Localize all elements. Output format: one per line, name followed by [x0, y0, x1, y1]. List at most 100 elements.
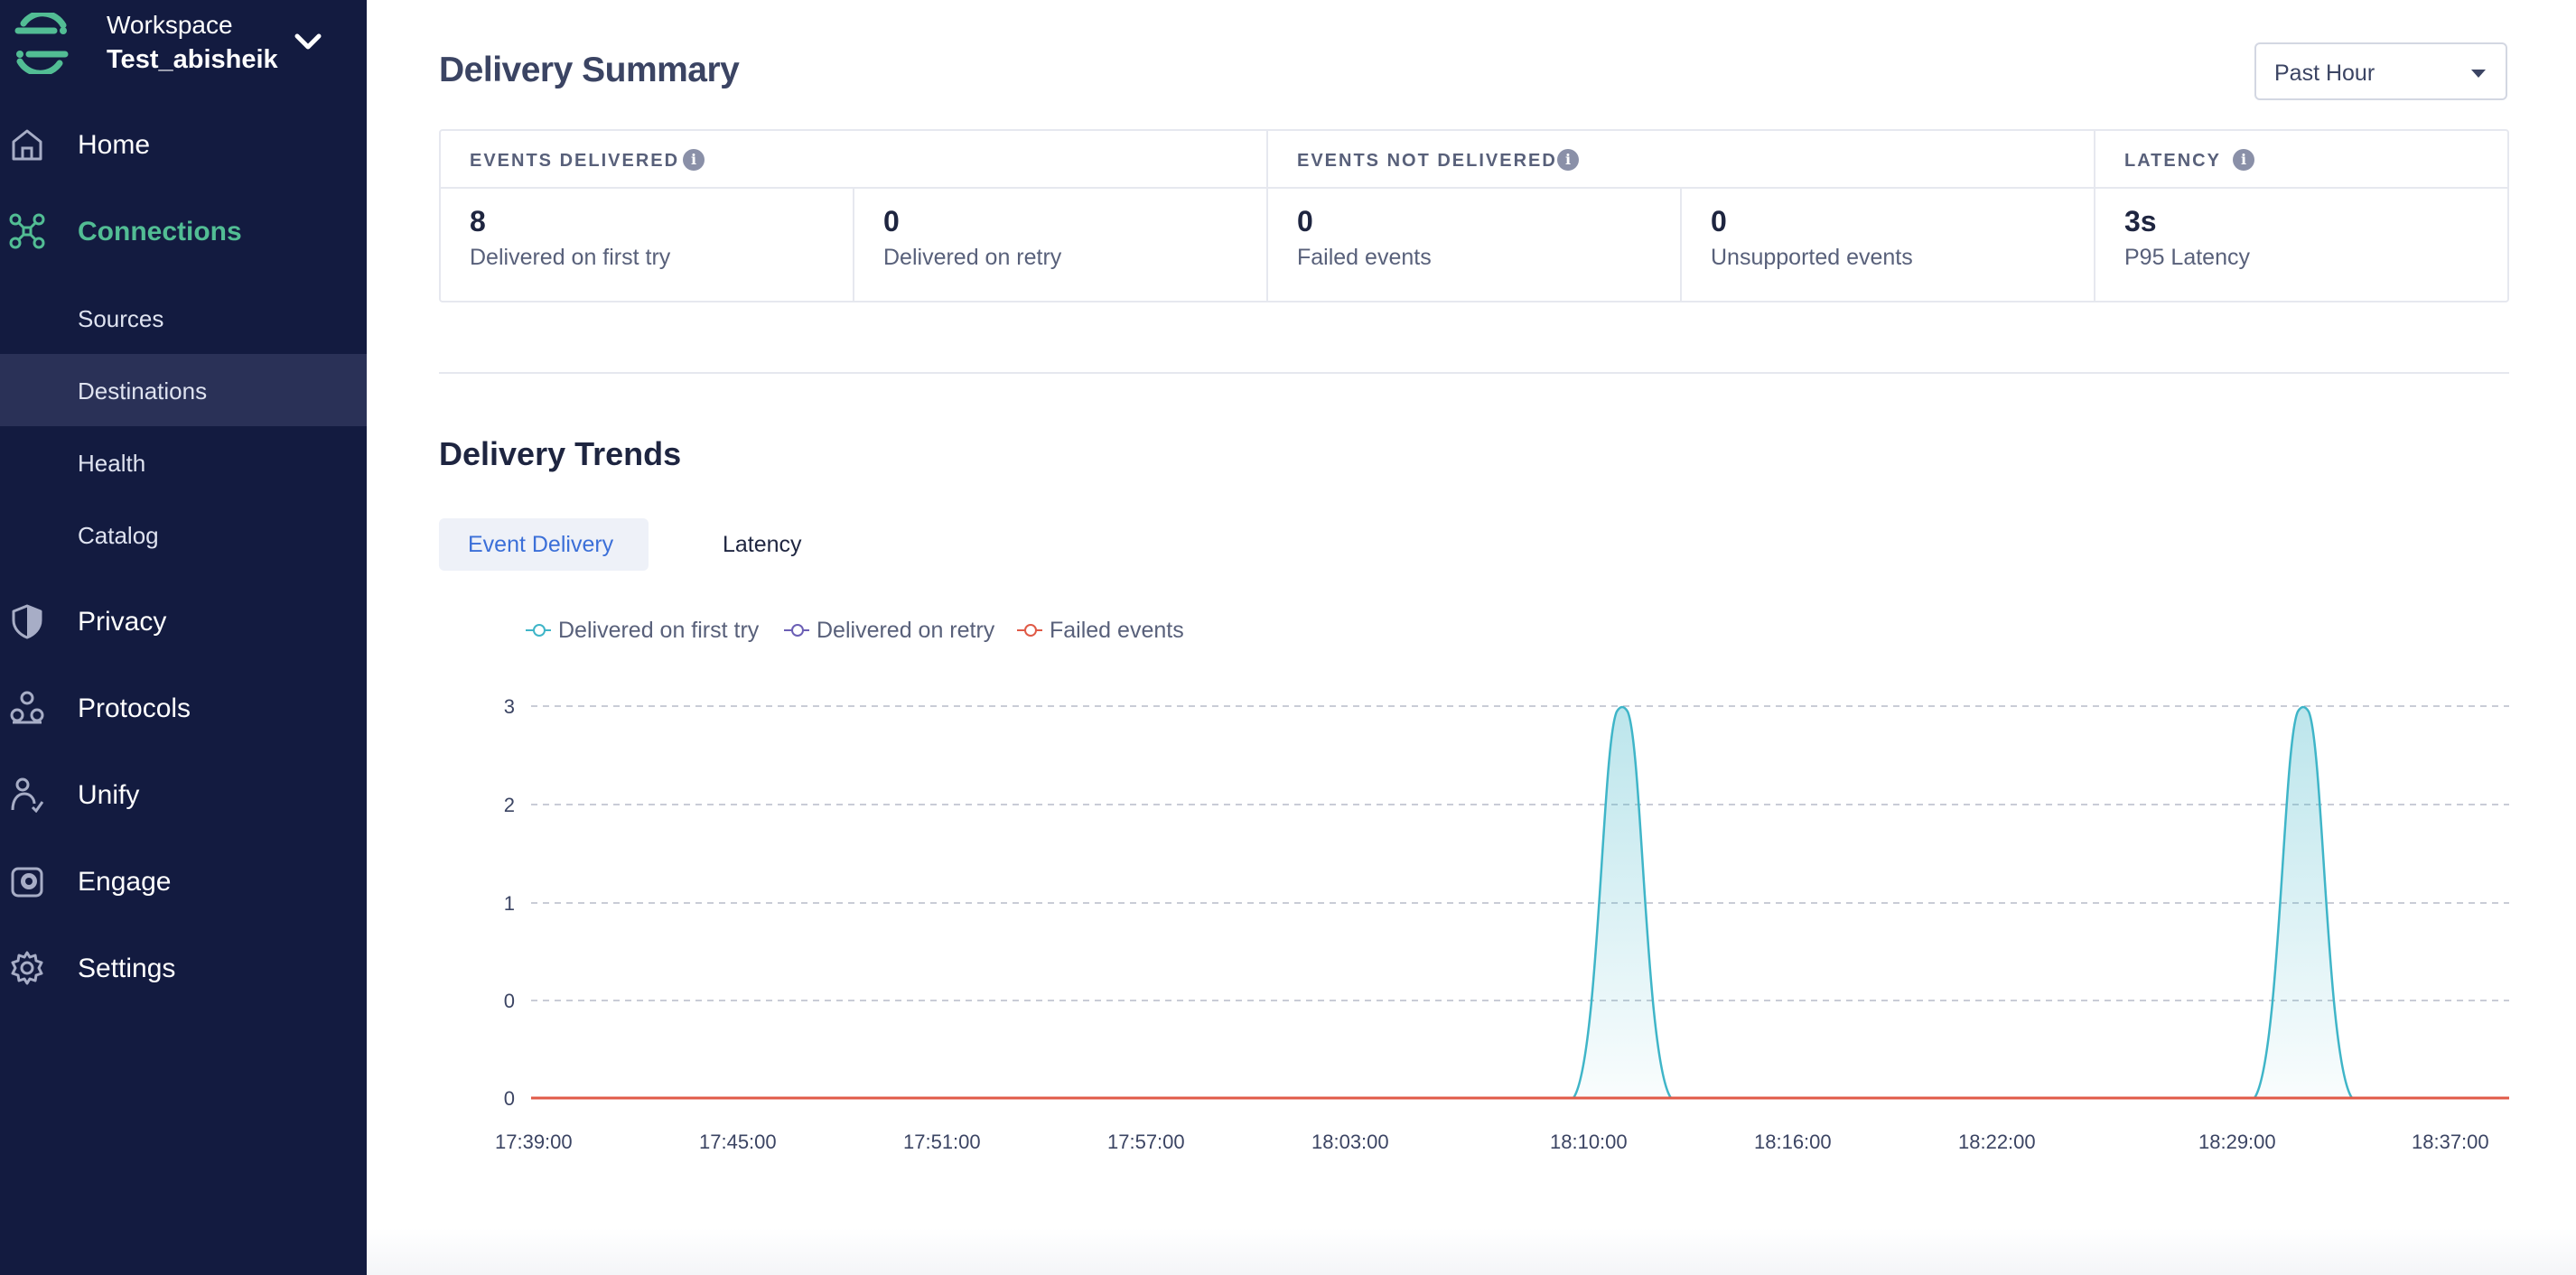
- series-line-first-try: [2253, 705, 2354, 1099]
- x-tick-label: 18:03:00: [1311, 1131, 1389, 1153]
- legend-label: Delivered on retry: [817, 618, 995, 643]
- metric-retry: 0 Delivered on retry: [854, 189, 1266, 302]
- y-tick-label: 2: [504, 794, 515, 816]
- info-icon[interactable]: i: [1557, 149, 1579, 171]
- nav-sub-sources[interactable]: Sources: [0, 282, 367, 354]
- series-line-first-try: [1572, 705, 1673, 1099]
- nav-home-label: Home: [78, 130, 151, 160]
- section-divider: [439, 372, 2509, 374]
- legend-item-retry[interactable]: Delivered on retry: [784, 618, 1010, 645]
- y-tick-label: 3: [504, 695, 515, 718]
- x-tick-label: 17:45:00: [699, 1131, 777, 1153]
- group-title-delivered: EVENTS DELIVERED: [470, 151, 680, 171]
- x-tick-label: 18:10:00: [1550, 1131, 1628, 1153]
- legend-label: Delivered on first try: [558, 618, 760, 643]
- divider: [1680, 189, 1682, 302]
- delivery-summary-card: EVENTS DELIVERED i EVENTS NOT DELIVERED …: [439, 129, 2509, 302]
- x-tick-label: 18:22:00: [1958, 1131, 2036, 1153]
- nav-privacy[interactable]: Privacy: [0, 585, 367, 657]
- group-title-latency: LATENCY: [2124, 151, 2221, 171]
- metric-value: 0: [883, 205, 900, 237]
- x-tick-label: 17:39:00: [495, 1131, 573, 1153]
- legend-item-failed[interactable]: Failed events: [1017, 618, 1198, 645]
- time-range-select[interactable]: Past Hour: [2254, 42, 2507, 100]
- time-range-value: Past Hour: [2274, 60, 2375, 86]
- nav-sub-catalog-label: Catalog: [78, 522, 159, 549]
- metric-value: 8: [470, 205, 486, 237]
- nav-sub-health[interactable]: Health: [0, 426, 367, 498]
- workspace-name: Test_abisheik: [107, 45, 278, 74]
- engage-icon: [11, 867, 43, 898]
- nav-unify-label: Unify: [78, 780, 140, 810]
- metric-caption: Failed events: [1297, 245, 1432, 270]
- sidebar: Workspace Test_abisheik Home Connections…: [0, 0, 367, 1275]
- metric-first-try: 8 Delivered on first try: [441, 189, 853, 302]
- unify-icon: [11, 777, 44, 813]
- nav-settings[interactable]: Settings: [0, 932, 367, 1004]
- nav-sub-destinations[interactable]: Destinations: [0, 354, 367, 426]
- tab-event-delivery[interactable]: Event Delivery: [439, 518, 649, 571]
- divider: [853, 189, 854, 302]
- main-content: Delivery Summary Past Hour EVENTS DELIVE…: [367, 0, 2576, 1275]
- nav-protocols[interactable]: Protocols: [0, 672, 367, 744]
- info-icon[interactable]: i: [683, 149, 705, 171]
- metric-failed: 0 Failed events: [1268, 189, 1680, 302]
- metric-caption: Delivered on retry: [883, 245, 1062, 270]
- x-tick-label: 18:16:00: [1754, 1131, 1832, 1153]
- x-tick-label: 17:57:00: [1107, 1131, 1185, 1153]
- chart-svg: 0 0 1 2 3 17:39:00 17:45:00 17:51:00 17:57:00 18:…: [495, 695, 2509, 1153]
- metric-value: 3s: [2124, 205, 2157, 237]
- nav-engage-label: Engage: [78, 867, 172, 897]
- x-tick-label: 18:29:00: [2198, 1131, 2276, 1153]
- chevron-down-icon[interactable]: [293, 31, 323, 54]
- nav-sub-destinations-label: Destinations: [78, 377, 208, 405]
- gear-icon: [11, 951, 43, 985]
- workspace-label: Workspace: [107, 11, 233, 39]
- legend-marker: [784, 624, 809, 637]
- bottom-fade: [367, 1228, 2576, 1275]
- area-fill-first-try: [1573, 707, 1671, 1098]
- nav-unify[interactable]: Unify: [0, 758, 367, 831]
- protocols-icon: [10, 691, 44, 724]
- page-title: Delivery Summary: [439, 51, 740, 89]
- connections-icon: [9, 213, 45, 249]
- caret-down-icon: [2471, 70, 2486, 78]
- nav-connections[interactable]: Connections: [0, 195, 367, 267]
- section-title: Delivery Trends: [439, 435, 682, 472]
- metric-value: 0: [1711, 205, 1727, 237]
- nav-home[interactable]: Home: [0, 108, 367, 181]
- group-header-latency: LATENCY i: [2095, 131, 2509, 189]
- nav-connections-label: Connections: [78, 217, 242, 247]
- area-fill-first-try: [2254, 707, 2352, 1098]
- y-tick-label: 0: [504, 1087, 515, 1110]
- segment-logo-icon: [14, 13, 69, 74]
- divider: [1266, 131, 1268, 302]
- legend-marker: [1017, 624, 1042, 637]
- nav-engage[interactable]: Engage: [0, 845, 367, 917]
- nav-protocols-label: Protocols: [78, 693, 191, 723]
- metric-latency: 3s P95 Latency: [2095, 189, 2509, 302]
- tab-latency[interactable]: Latency: [723, 532, 802, 557]
- metric-value: 0: [1297, 205, 1313, 237]
- home-icon: [12, 129, 42, 161]
- legend-marker: [526, 624, 551, 637]
- metric-caption: Unsupported events: [1711, 245, 1913, 270]
- legend-item-first-try[interactable]: Delivered on first try: [526, 618, 770, 645]
- group-title-not-delivered: EVENTS NOT DELIVERED: [1297, 151, 1557, 171]
- info-icon[interactable]: i: [2233, 149, 2254, 171]
- nav-sub-catalog[interactable]: Catalog: [0, 498, 367, 571]
- y-tick-label: 0: [504, 990, 515, 1012]
- nav-settings-label: Settings: [78, 954, 176, 983]
- nav-sub-sources-label: Sources: [78, 305, 164, 332]
- group-header-delivered: EVENTS DELIVERED i: [441, 131, 1266, 189]
- y-tick-label: 1: [504, 892, 515, 915]
- divider: [2094, 131, 2095, 302]
- metric-unsupported: 0 Unsupported events: [1682, 189, 2094, 302]
- shield-icon: [12, 604, 42, 639]
- workspace-switcher[interactable]: Workspace Test_abisheik: [0, 0, 367, 87]
- delivery-trends-chart: 0 0 1 2 3 17:39:00 17:45:00 17:51:00 17:57:00 18:…: [367, 668, 2576, 1174]
- group-header-not-delivered: EVENTS NOT DELIVERED i: [1268, 131, 2094, 189]
- nav-sub-health-label: Health: [78, 450, 146, 477]
- legend-label: Failed events: [1050, 618, 1184, 643]
- x-tick-label: 18:37:00: [2412, 1131, 2489, 1153]
